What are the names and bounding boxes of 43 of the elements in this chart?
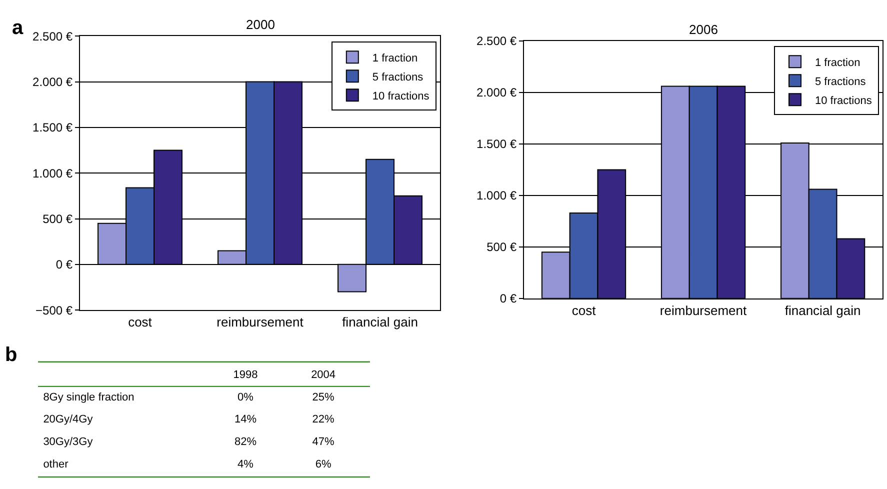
- text: 6%: [315, 458, 332, 470]
- y-tick-label: 1.000 €: [32, 166, 73, 180]
- y-tick-label: 0 €: [500, 292, 517, 306]
- y-tick-label: 500 €: [486, 240, 517, 254]
- y-tick-label: 1.500 €: [476, 137, 517, 152]
- text: 14%: [234, 414, 257, 426]
- x-tick-label: reimbursement: [216, 314, 304, 330]
- text: 22%: [312, 414, 334, 426]
- x-tick-label: financial gain: [342, 314, 418, 330]
- y-tick-label: 2.500 €: [32, 29, 73, 44]
- y-tick-label: −500 €: [36, 303, 73, 318]
- x-tick-label: reimbursement: [660, 303, 748, 318]
- text: b: [5, 344, 18, 366]
- legend-label: 1 fraction: [814, 56, 860, 69]
- x-tick-label: financial gain: [784, 303, 861, 318]
- legend-label: 10 fractions: [372, 90, 430, 102]
- x-tick-label: cost: [572, 303, 596, 318]
- category-label: 30Gy/3Gy: [43, 436, 93, 448]
- legend-label: 5 fractions: [372, 71, 424, 84]
- x-tick-label: cost: [128, 314, 152, 330]
- y-tick-label: 500 €: [42, 212, 73, 226]
- text: 47%: [312, 436, 334, 448]
- category-label: 1998: [233, 369, 258, 382]
- y-tick-label: 0 €: [56, 258, 73, 272]
- y-tick-label: 2.000 €: [32, 74, 73, 89]
- category-label: 8Gy single fraction: [43, 391, 134, 404]
- text: 4%: [238, 458, 254, 470]
- y-tick-label: 1.500 €: [32, 120, 73, 135]
- y-tick-label: 1.000 €: [476, 188, 517, 203]
- chart-title: 2000: [246, 17, 275, 32]
- text: 0%: [238, 391, 254, 404]
- legend-label: 5 fractions: [814, 76, 866, 88]
- category-label: 2004: [311, 369, 336, 382]
- chart-title: 2006: [689, 22, 718, 37]
- category-label: other: [43, 458, 68, 470]
- legend-label: 10 fractions: [814, 94, 872, 107]
- category-label: 20Gy/4Gy: [43, 414, 93, 426]
- y-tick-label: 2.000 €: [476, 86, 517, 100]
- y-tick-label: 2.500 €: [476, 34, 517, 48]
- text: 25%: [312, 391, 334, 404]
- legend-label: 1 fraction: [372, 52, 418, 64]
- text: 82%: [234, 436, 257, 448]
- text: a: [12, 17, 24, 39]
